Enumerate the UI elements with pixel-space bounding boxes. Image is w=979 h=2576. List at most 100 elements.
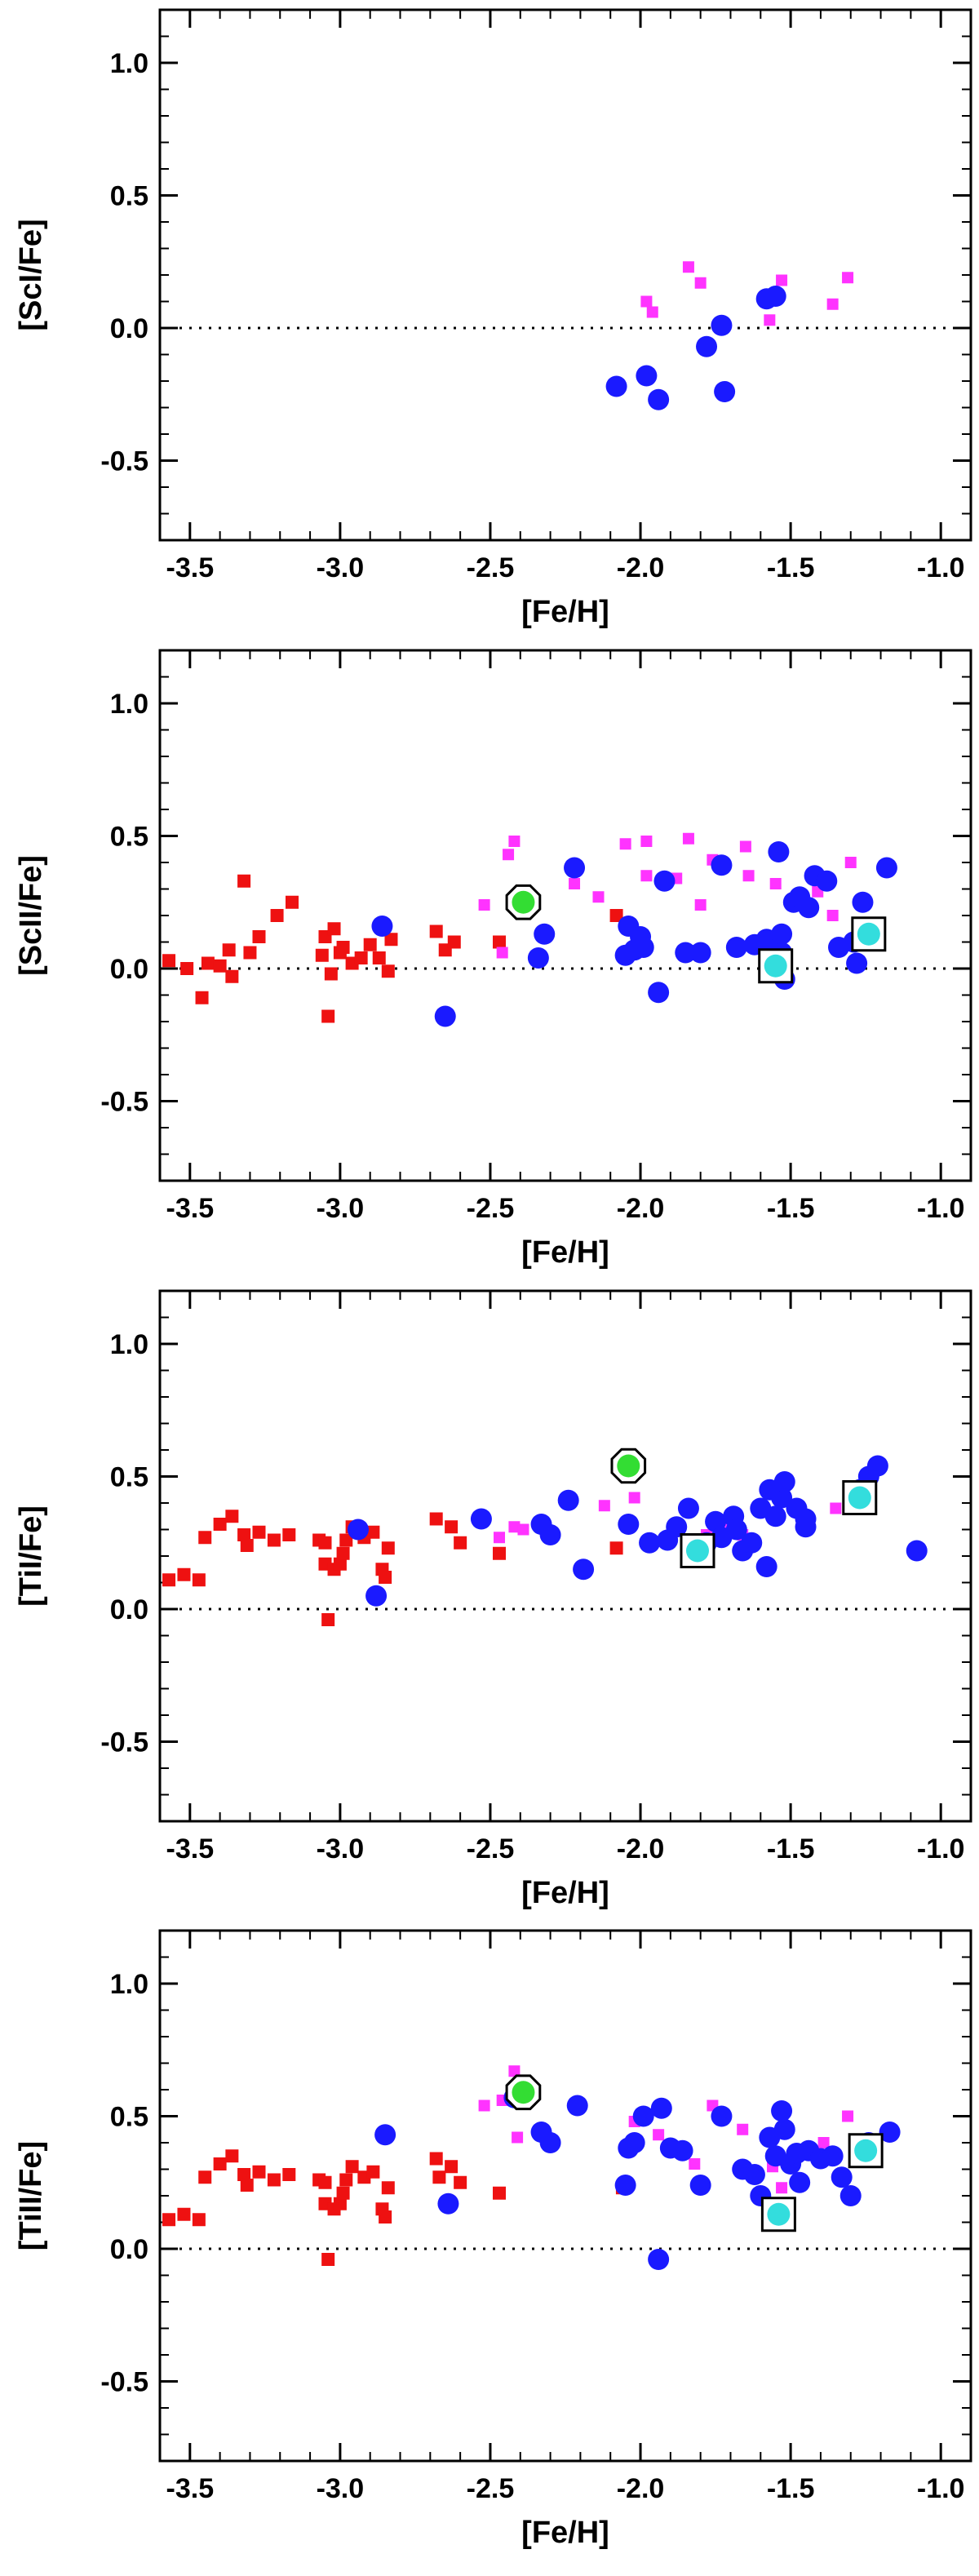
red-square-point xyxy=(162,2213,176,2227)
blue-circle-point xyxy=(852,891,874,913)
y-tick-label: 0.5 xyxy=(110,2102,148,2133)
red-square-point xyxy=(318,1536,332,1550)
red-square-point xyxy=(162,954,176,968)
blue-circle-point xyxy=(714,381,736,402)
blue-circle-point xyxy=(741,1532,763,1554)
red-square-point xyxy=(321,1613,335,1626)
blue-circle-point xyxy=(822,2145,844,2167)
red-square-point xyxy=(339,1533,353,1547)
magenta-square-small-point xyxy=(508,1521,521,1533)
blue-circle-point xyxy=(365,1585,388,1607)
blue-circle-point xyxy=(764,286,786,307)
y-tick-label: 1.0 xyxy=(110,1969,148,2000)
red-square-point xyxy=(339,2173,353,2187)
red-square-point xyxy=(493,935,507,949)
blue-circle-point xyxy=(650,2097,672,2119)
blue-circle-point xyxy=(632,2105,654,2127)
red-square-point xyxy=(192,1573,206,1587)
x-tick-label: -1.5 xyxy=(767,1193,815,1224)
magenta-square-small-point xyxy=(682,832,694,845)
blue-circle-point xyxy=(711,2105,733,2127)
red-square-point xyxy=(267,2173,281,2187)
x-axis-title: [Fe/H] xyxy=(521,2516,609,2550)
red-square-point xyxy=(321,1009,335,1023)
magenta-square-small-point xyxy=(598,1500,610,1512)
blue-circle-point xyxy=(623,2132,645,2153)
magenta-square-small-point xyxy=(844,857,857,868)
x-tick-label: -3.5 xyxy=(166,1833,215,1864)
magenta-square-small-point xyxy=(640,836,653,847)
green-circle-highlight-point xyxy=(610,1448,647,1484)
red-square-point xyxy=(379,1571,392,1584)
magenta-square-small-point xyxy=(737,2123,749,2135)
cyan-square-highlight-point xyxy=(680,1533,715,1568)
x-tick-label: -2.0 xyxy=(617,552,665,583)
x-tick-label: -1.0 xyxy=(917,1193,965,1224)
red-square-point xyxy=(201,956,215,970)
blue-circle-point xyxy=(771,2100,793,2122)
blue-circle-point xyxy=(831,2166,853,2188)
red-square-point xyxy=(213,2157,227,2170)
blue-circle-point xyxy=(789,2171,811,2193)
x-tick-label: -3.0 xyxy=(317,1833,365,1864)
blue-circle-point xyxy=(434,1005,456,1027)
blue-circle-point xyxy=(705,1510,727,1532)
red-square-point xyxy=(445,2160,458,2174)
red-square-point xyxy=(445,1520,458,1534)
magenta-square-small-point xyxy=(508,836,521,847)
blue-circle-point xyxy=(689,942,711,964)
x-tick-label: -2.0 xyxy=(617,1833,665,1864)
panel-4: -3.5 -3.0 -2.5 -2.0 -1.5 -1.0 -0.5 0.0 0.5 1.0 [Fe… xyxy=(14,1929,972,2550)
x-tick-label: -3.5 xyxy=(166,2473,215,2504)
blue-circle-point xyxy=(539,1524,561,1545)
blue-circle-point xyxy=(557,1489,579,1511)
red-square-point xyxy=(336,1546,350,1560)
magenta-square-small-point xyxy=(478,2099,490,2112)
panel-1: -3.5 -3.0 -2.5 -2.0 -1.5 -1.0 -0.5 0.0 0.5 1.0 [Fe… xyxy=(14,8,972,629)
blue-circle-point xyxy=(711,314,733,336)
cyan-square-highlight-point xyxy=(842,1480,878,1515)
blue-circle-point xyxy=(875,857,897,879)
magenta-square-small-point xyxy=(764,314,776,326)
magenta-square-small-point xyxy=(478,899,490,911)
red-square-point xyxy=(493,2186,507,2200)
blue-circle-point xyxy=(879,2122,901,2143)
red-square-point xyxy=(333,1557,347,1571)
blue-circle-point xyxy=(614,2175,636,2196)
blue-circle-point xyxy=(846,952,868,974)
red-square-point xyxy=(432,2170,446,2184)
red-square-point xyxy=(366,2165,380,2179)
blue-circle-point xyxy=(527,947,549,969)
y-tick-label: 0.5 xyxy=(110,1462,148,1493)
magenta-square-small-point xyxy=(646,306,658,318)
blue-circle-point xyxy=(666,1516,688,1538)
y-tick-label: 0.0 xyxy=(110,313,148,344)
magenta-square-small-point xyxy=(494,1532,506,1544)
red-square-point xyxy=(252,1525,266,1539)
red-square-point xyxy=(252,2165,266,2179)
blue-circle-point xyxy=(539,2132,561,2153)
x-axis-title: [Fe/H] xyxy=(521,1876,609,1910)
red-square-point xyxy=(285,895,299,909)
red-square-point xyxy=(493,1546,507,1560)
magenta-square-small-point xyxy=(694,277,707,289)
magenta-square-small-point xyxy=(826,910,839,921)
blue-circle-point xyxy=(771,923,793,945)
blue-circle-point xyxy=(347,1519,369,1541)
red-square-point xyxy=(384,933,398,947)
y-tick-label: -0.5 xyxy=(100,2367,148,2398)
blue-circle-point xyxy=(696,335,718,357)
blue-circle-point xyxy=(689,2175,711,2196)
blue-circle-point xyxy=(764,1505,786,1527)
blue-circle-point xyxy=(768,841,790,862)
blue-circle-point xyxy=(671,2139,693,2161)
magenta-square-small-point xyxy=(842,272,854,284)
magenta-square-small-point xyxy=(640,295,653,308)
red-square-point xyxy=(327,922,341,936)
red-square-point xyxy=(372,951,386,964)
red-square-point xyxy=(195,991,209,1004)
x-tick-label: -2.5 xyxy=(467,1193,515,1224)
red-square-point xyxy=(315,948,329,962)
red-square-point xyxy=(318,2175,332,2189)
red-square-point xyxy=(609,909,623,922)
